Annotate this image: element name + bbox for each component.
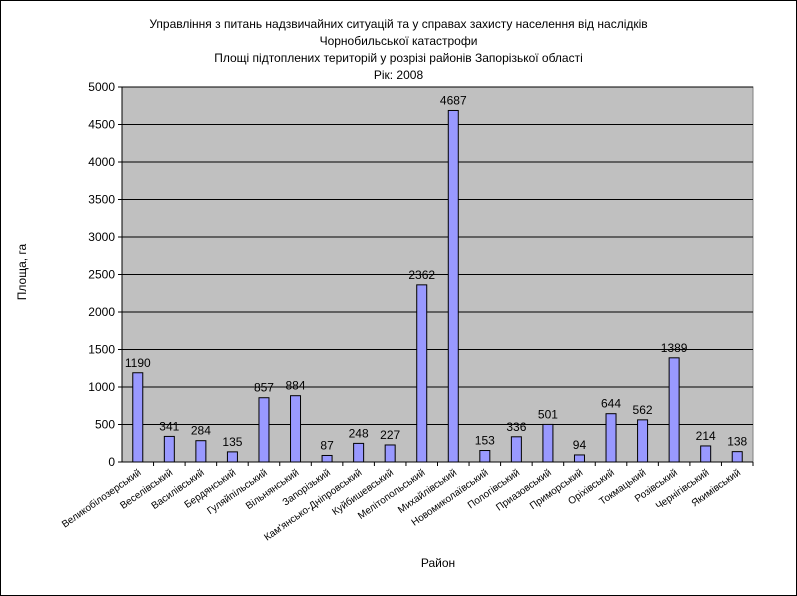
y-axis-label: Площа, га [15,243,29,301]
y-tick-label: 500 [95,418,115,432]
bar [132,372,144,463]
bar [668,357,680,463]
data-label: 562 [633,403,653,417]
bar [290,395,302,463]
data-label: 87 [320,438,334,452]
data-label: 214 [696,429,716,443]
data-label: 336 [506,420,526,434]
bar [447,109,459,463]
y-tick-label: 3500 [88,193,115,207]
x-axis-label: Район [420,556,456,570]
data-label: 2362 [408,268,435,282]
bar [226,451,238,463]
bar [384,444,396,463]
bar [605,413,617,463]
data-label: 153 [475,434,495,448]
data-label: 884 [286,379,306,393]
y-tick-label: 3000 [88,230,115,244]
bar [637,419,649,463]
chart-title-line-1: Управління з питань надзвичайних ситуаці… [149,17,648,31]
bar [542,423,554,463]
chart-title-line-3: Площі підтоплених територій у розрізі ра… [214,51,583,65]
data-label: 857 [254,381,274,395]
bar [321,454,333,463]
data-label: 4687 [440,93,467,107]
bar [195,440,207,463]
bar [510,436,522,463]
chart-title-line-2: Чорнобильської катастрофи [319,34,478,48]
bar [700,445,712,463]
y-tick-label: 1500 [88,343,115,357]
data-label: 284 [191,424,211,438]
data-label: 1190 [125,356,151,370]
chart-title-line-4: Рік: 2008 [373,68,424,82]
y-tick-label: 2000 [88,305,115,319]
bar [163,435,175,463]
data-label: 341 [159,419,179,433]
data-label: 135 [222,435,242,449]
bar [731,451,743,463]
y-tick-label: 4000 [88,155,115,169]
data-label: 248 [349,426,369,440]
data-label: 227 [380,428,400,442]
bar [416,284,428,463]
y-tick-label: 4500 [88,118,115,132]
data-label: 1389 [661,341,688,355]
data-label: 94 [573,438,587,452]
data-label: 501 [538,407,558,421]
data-label: 138 [727,435,747,449]
y-tick-label: 0 [108,455,115,469]
bar [479,450,491,463]
y-tick-label: 2500 [88,268,115,282]
bar [573,454,585,463]
bar [353,442,365,463]
y-tick-label: 5000 [88,80,115,94]
data-label: 644 [601,397,621,411]
y-tick-label: 1000 [88,380,115,394]
bar [258,397,270,463]
